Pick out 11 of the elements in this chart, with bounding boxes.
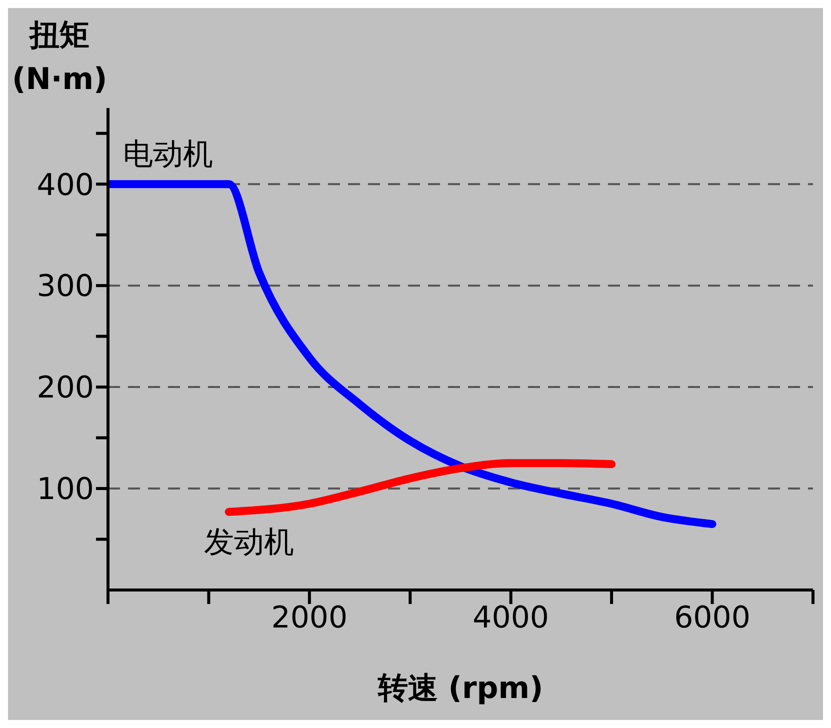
series-label: 电动机 — [123, 137, 213, 172]
y-axis-title: 扭矩 (N·m) — [12, 18, 108, 97]
y-tick-label: 200 — [36, 370, 94, 406]
y-tick-label: 300 — [36, 269, 94, 304]
series-label: 发动机 — [204, 524, 294, 560]
x-tick-label: 6000 — [674, 600, 750, 636]
x-axis-title: 转速 (rpm) — [376, 671, 544, 706]
y-tick-label: 100 — [36, 472, 94, 508]
y-tick-label: 400 — [36, 168, 94, 203]
x-tick-label: 2000 — [271, 600, 348, 636]
x-tick-label: 4000 — [472, 600, 550, 636]
